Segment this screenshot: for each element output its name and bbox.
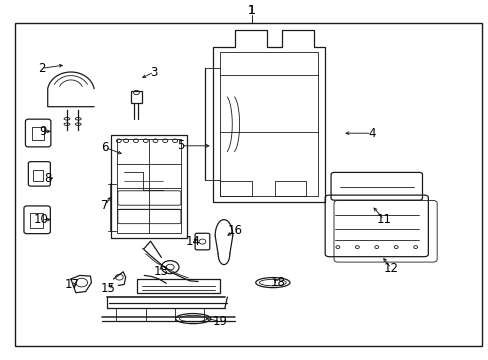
Bar	[30, 213, 43, 228]
Bar	[111, 135, 187, 238]
Text: 16: 16	[227, 224, 242, 237]
Text: 17: 17	[65, 278, 80, 291]
Text: 10: 10	[34, 213, 49, 226]
Text: 12: 12	[383, 262, 398, 275]
Text: 3: 3	[150, 66, 158, 78]
Text: 6: 6	[101, 141, 109, 154]
Text: 15: 15	[101, 282, 116, 294]
Text: 2: 2	[38, 62, 45, 75]
Bar	[220, 52, 317, 196]
Text: 1: 1	[247, 4, 255, 17]
Bar	[32, 127, 44, 140]
Bar	[15, 23, 481, 346]
Bar	[131, 91, 142, 103]
Bar	[274, 181, 305, 196]
Text: 7: 7	[101, 199, 109, 212]
Bar	[33, 170, 43, 181]
Text: 13: 13	[154, 265, 168, 278]
Bar	[117, 139, 181, 233]
Text: 4: 4	[367, 127, 375, 140]
Text: 5: 5	[177, 139, 184, 152]
Text: 8: 8	[44, 172, 52, 185]
Text: 9: 9	[39, 125, 47, 138]
Text: 1: 1	[247, 4, 255, 17]
Text: 14: 14	[185, 235, 200, 248]
Text: 11: 11	[376, 213, 390, 226]
Bar	[137, 279, 220, 293]
Bar	[220, 181, 251, 196]
Text: 18: 18	[270, 276, 285, 289]
Text: 19: 19	[212, 315, 227, 328]
